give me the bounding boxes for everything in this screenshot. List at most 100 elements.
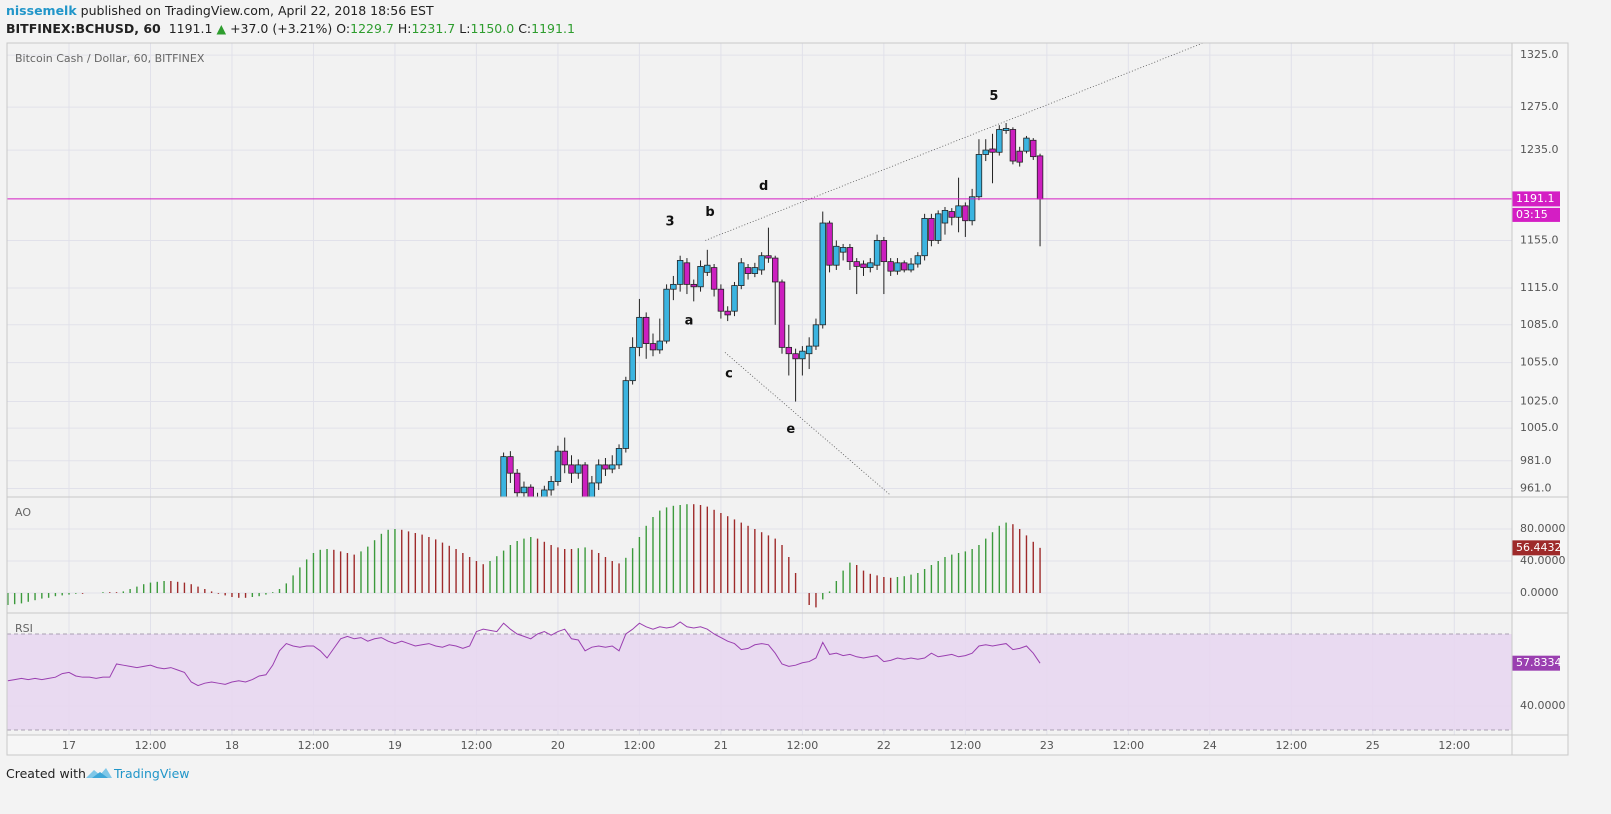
pane-title: RSI: [15, 622, 33, 635]
x-tick-label: 12:00: [1112, 739, 1144, 752]
candle-body: [622, 380, 630, 449]
y-tick-label: 981.0: [1520, 454, 1552, 467]
candle-body: [541, 489, 548, 497]
candle-body: [901, 262, 908, 271]
candle-body: [575, 464, 582, 474]
pane-group: [7, 43, 1512, 497]
candle-body: [744, 267, 752, 274]
candle-body: [609, 464, 616, 470]
candle-body: [778, 281, 786, 348]
candle-body: [921, 218, 928, 257]
symbol: BITFINEX:BCHUSD, 60: [6, 21, 161, 36]
rsi-line: [7, 621, 1041, 687]
candle-body: [724, 310, 731, 316]
ohlc-value: 1191.1: [531, 21, 575, 36]
candle-body: [629, 346, 636, 382]
candle-body: [853, 261, 860, 267]
y-tick-label: 1085.0: [1520, 318, 1559, 331]
ohlc-key: O:: [336, 21, 351, 36]
y-tick-label: 40.0000: [1520, 699, 1566, 712]
time-axis-area: [7, 735, 1512, 755]
candle-body: [710, 267, 718, 290]
marks: [7, 43, 1512, 687]
candle-body: [751, 267, 759, 274]
price-axis-area: [1512, 43, 1568, 755]
candle-body: [758, 255, 765, 271]
candle-body: [1030, 139, 1037, 158]
grid: [7, 43, 1512, 735]
candle-body: [792, 353, 799, 360]
candle-body: [860, 263, 867, 268]
candle-body: [996, 129, 1003, 153]
candle-body: [914, 255, 922, 265]
wave-label: c: [725, 367, 733, 382]
y-tick-label: 1155.0: [1520, 233, 1559, 246]
candle-body: [717, 288, 725, 312]
candle-body: [649, 343, 657, 351]
trend-line: [705, 43, 1204, 241]
candle-body: [812, 324, 820, 347]
price-badge-bg: [1512, 191, 1560, 207]
change: +37.0 (+3.21%): [230, 21, 333, 36]
ohlc-value: 1229.7: [350, 21, 394, 36]
candle-body: [934, 213, 942, 241]
countdown-bg: [1512, 207, 1560, 222]
candle-body: [833, 245, 840, 266]
price-badge: 1191.1: [1516, 192, 1555, 205]
ohlc-value: 1231.7: [411, 21, 456, 36]
candle-body: [507, 456, 514, 474]
x-tick-label: 12:00: [1438, 739, 1470, 752]
candle-body: [941, 210, 949, 224]
candle-body: [982, 149, 989, 155]
ohlc-key: L:: [459, 21, 471, 36]
y-tick-label: 1275.0: [1520, 100, 1559, 113]
candle-body: [826, 222, 833, 266]
brand[interactable]: TradingView: [114, 766, 190, 781]
y-tick-label: 40.0000: [1520, 554, 1566, 567]
wave-label: e: [786, 422, 795, 437]
candle-body: [839, 247, 847, 253]
candle-body: [955, 205, 962, 218]
x-tick-label: 12:00: [1275, 739, 1307, 752]
x-tick-label: 12:00: [624, 739, 656, 752]
candle-body: [968, 196, 976, 222]
candle-body: [1002, 128, 1010, 131]
ao-badge: 56.4432: [1516, 541, 1562, 554]
arrow: ▲: [216, 21, 227, 36]
footer: Created with TradingView: [6, 766, 190, 781]
x-tick-label: 12:00: [135, 739, 167, 752]
wave-label: 3: [665, 214, 674, 229]
candle-body: [513, 472, 521, 494]
y-tick-label: 1235.0: [1520, 143, 1559, 156]
candle-body: [785, 346, 793, 355]
candle-body: [697, 265, 704, 288]
x-tick-label: 12:00: [787, 739, 819, 752]
x-tick-label: 24: [1203, 739, 1217, 752]
y-tick-label: 1005.0: [1520, 421, 1559, 434]
pane-group: [7, 497, 1512, 613]
candle-body: [772, 257, 779, 283]
candle-body: [527, 486, 534, 497]
rsi-badge-bg: [1512, 655, 1560, 671]
rsi-badge: 57.8334: [1516, 656, 1562, 669]
candle-body: [928, 218, 935, 241]
y-tick-label: 0.0000: [1520, 586, 1559, 599]
candle-body: [547, 481, 555, 491]
wave-label: a: [685, 314, 694, 329]
candle-body: [887, 261, 894, 272]
candle-body: [738, 262, 745, 286]
candle-body: [642, 316, 650, 344]
publisher: nissemelk: [6, 3, 77, 18]
candle-body: [846, 247, 854, 263]
last-price: 1191.1: [168, 21, 213, 36]
pane-title: AO: [15, 506, 31, 519]
candle-body: [520, 486, 528, 494]
candle-body: [989, 148, 996, 153]
labels: 961.0 981.0 1005.0 1025.0 1055.0 1085.0 1115.0…: [15, 48, 1566, 752]
x-tick-label: 19: [388, 739, 402, 752]
x-tick-label: 18: [225, 739, 239, 752]
x-tick-label: 12:00: [950, 739, 982, 752]
pane-group: [7, 613, 1512, 735]
candle-body: [731, 285, 738, 312]
